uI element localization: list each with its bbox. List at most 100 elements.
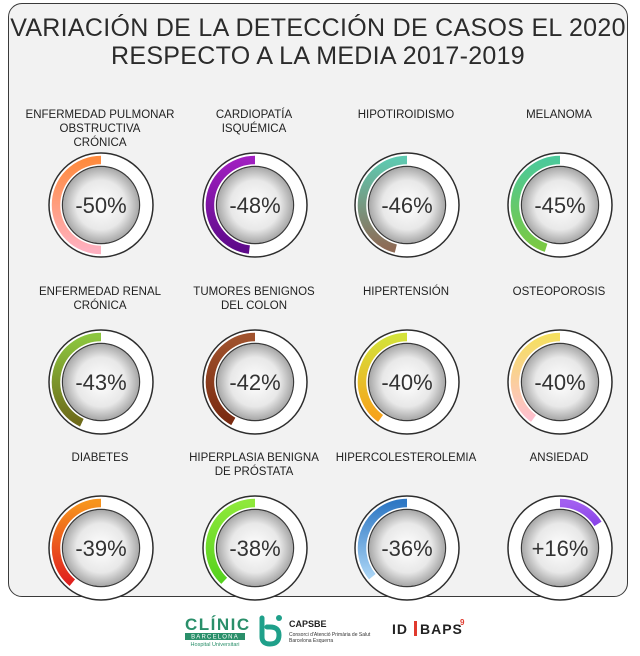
donut-chart: -50% [48, 152, 154, 258]
donut-center [63, 344, 139, 420]
donut-label-line: ISQUÉMICA [221, 123, 287, 135]
donut-label: DIABETES [25, 451, 175, 465]
donut-center [369, 510, 445, 586]
clinic-logo-sub1: BARCELONA [191, 635, 239, 641]
donut-value-label: -39% [75, 536, 126, 561]
donut-chart: -39% [48, 495, 154, 601]
donut-cell: TUMORES BENIGNOS DEL COLON -42% [179, 285, 329, 455]
capsbe-logo-name: CAPSBE [289, 619, 327, 629]
donut-label-line: HIPERTENSIÓN [362, 286, 450, 298]
donut-label-line: HIPERCOLESTEROLEMIA [335, 452, 477, 464]
donut-value-label: -36% [381, 536, 432, 561]
donut-cell: ENFERMEDAD PULMONAR OBSTRUCTIVA CRÓNICA -50… [25, 108, 175, 278]
title-line-2: RESPECTO A LA MEDIA 2017-2019 [110, 42, 526, 70]
donut-label-line: OSTEOPOROSIS [512, 286, 606, 298]
donut-value-label: -40% [534, 370, 585, 395]
donut-value-label: -45% [534, 193, 585, 218]
donut-label-line: TUMORES BENIGNOS [193, 286, 315, 298]
clinic-logo: CLÍNIC BARCELONA Hospital Universitari [185, 615, 249, 648]
donut-value-label: -43% [75, 370, 126, 395]
donut-cell: DIABETES -39% [25, 451, 175, 621]
donut-inner-edge [520, 165, 600, 245]
donut-value-arc [51, 498, 102, 586]
donut-label-line: OBSTRUCTIVA [59, 123, 141, 135]
donut-value-arc [510, 155, 561, 252]
donut-chart: -43% [48, 329, 154, 435]
donut-center [522, 510, 598, 586]
idibaps-logo-right: BAPS [420, 621, 463, 637]
donut-chart: -48% [202, 152, 308, 258]
donut-label-line: DE PRÓSTATA [214, 466, 294, 478]
donut-label-line: DIABETES [71, 452, 129, 464]
donut-label: MELANOMA [484, 108, 634, 122]
donut-label: HIPERCOLESTEROLEMIA [331, 451, 481, 465]
capsbe-logo-sub1: Consorci d'Atenció Primària de Salut [289, 632, 371, 638]
donut-label-line: HIPERPLASIA BENIGNA [189, 452, 319, 464]
donut-center [63, 167, 139, 243]
donut-inner-edge [215, 508, 295, 588]
donut-center [63, 510, 139, 586]
donut-label-line: MELANOMA [526, 109, 592, 121]
donut-value-arc [357, 498, 408, 580]
capsbe-logo-dot [276, 615, 282, 621]
donut-chart: -45% [507, 152, 613, 258]
donut-value-arc [205, 498, 256, 584]
capsbe-logo: CAPSBE Consorci d'Atenció Primària de Sa… [259, 615, 371, 647]
donut-chart: -40% [507, 329, 613, 435]
footer-logos-svg: CLÍNIC BARCELONA Hospital Universitari C… [185, 615, 465, 648]
donut-cell: CARDIOPATÍA ISQUÉMICA -48% [179, 108, 329, 278]
donut-cell: OSTEOPOROSIS -40% [484, 285, 634, 455]
donut-inner-edge [367, 165, 447, 245]
donut-label: OSTEOPOROSIS [484, 285, 634, 299]
donut-inner-edge [367, 342, 447, 422]
donut-label-line: CARDIOPATÍA [215, 109, 293, 121]
donut-value-label: -40% [381, 370, 432, 395]
donut-center [217, 344, 293, 420]
donut-label-line: HIPOTIROIDISMO [357, 109, 455, 121]
clinic-logo-bar [185, 633, 245, 640]
donut-cell: ENFERMEDAD RENAL CRÓNICA -43% [25, 285, 175, 455]
donut-label-line: CRÓNICA [73, 300, 127, 312]
donut-inner-edge [215, 342, 295, 422]
donut-value-label: +16% [532, 536, 589, 561]
donut-cell: MELANOMA -45% [484, 108, 634, 278]
donut-center [217, 510, 293, 586]
donut-label-line: ANSIEDAD [529, 452, 589, 464]
donut-value-arc [559, 498, 602, 527]
donut-label: ENFERMEDAD RENAL CRÓNICA [25, 285, 175, 313]
donut-label: HIPERPLASIA BENIGNA DE PRÓSTATA [179, 451, 329, 479]
donut-value-label: -38% [229, 536, 280, 561]
donut-chart: -42% [202, 329, 308, 435]
donut-value-label: -48% [229, 193, 280, 218]
idibaps-logo-sup: 9 [460, 618, 465, 627]
donut-inner-edge [520, 342, 600, 422]
donut-inner-edge [61, 342, 141, 422]
donut-value-arc [510, 332, 561, 422]
donut-chart: -46% [354, 152, 460, 258]
donut-label: HIPOTIROIDISMO [331, 108, 481, 122]
donut-center [522, 167, 598, 243]
donut-value-arc [205, 155, 256, 254]
donut-value-label: -46% [381, 193, 432, 218]
donut-value-label: -50% [75, 193, 126, 218]
donut-inner-edge [520, 508, 600, 588]
donut-center [369, 344, 445, 420]
idibaps-logo-bar [414, 621, 417, 636]
donut-chart: +16% [507, 495, 613, 601]
donut-cell: ANSIEDAD +16% [484, 451, 634, 621]
title-line-1: VARIACIÓN DE LA DETECCIÓN DE CASOS EL 20… [10, 14, 626, 42]
donut-chart: -38% [202, 495, 308, 601]
capsbe-logo-sub2: Barcelona Esquerra [289, 638, 333, 644]
capsbe-logo-mark [259, 615, 282, 647]
donut-label: TUMORES BENIGNOS DEL COLON [179, 285, 329, 313]
donut-inner-edge [61, 508, 141, 588]
donut-value-label: -42% [229, 370, 280, 395]
donut-value-arc [51, 332, 102, 427]
donut-label-line: ENFERMEDAD PULMONAR [25, 109, 175, 121]
donut-cell: HIPERCOLESTEROLEMIA -36% [331, 451, 481, 621]
donut-chart: -36% [354, 495, 460, 601]
donut-label-line: CRÓNICA [73, 137, 127, 149]
donut-inner-edge [61, 165, 141, 245]
donut-inner-edge [367, 508, 447, 588]
donut-center [217, 167, 293, 243]
